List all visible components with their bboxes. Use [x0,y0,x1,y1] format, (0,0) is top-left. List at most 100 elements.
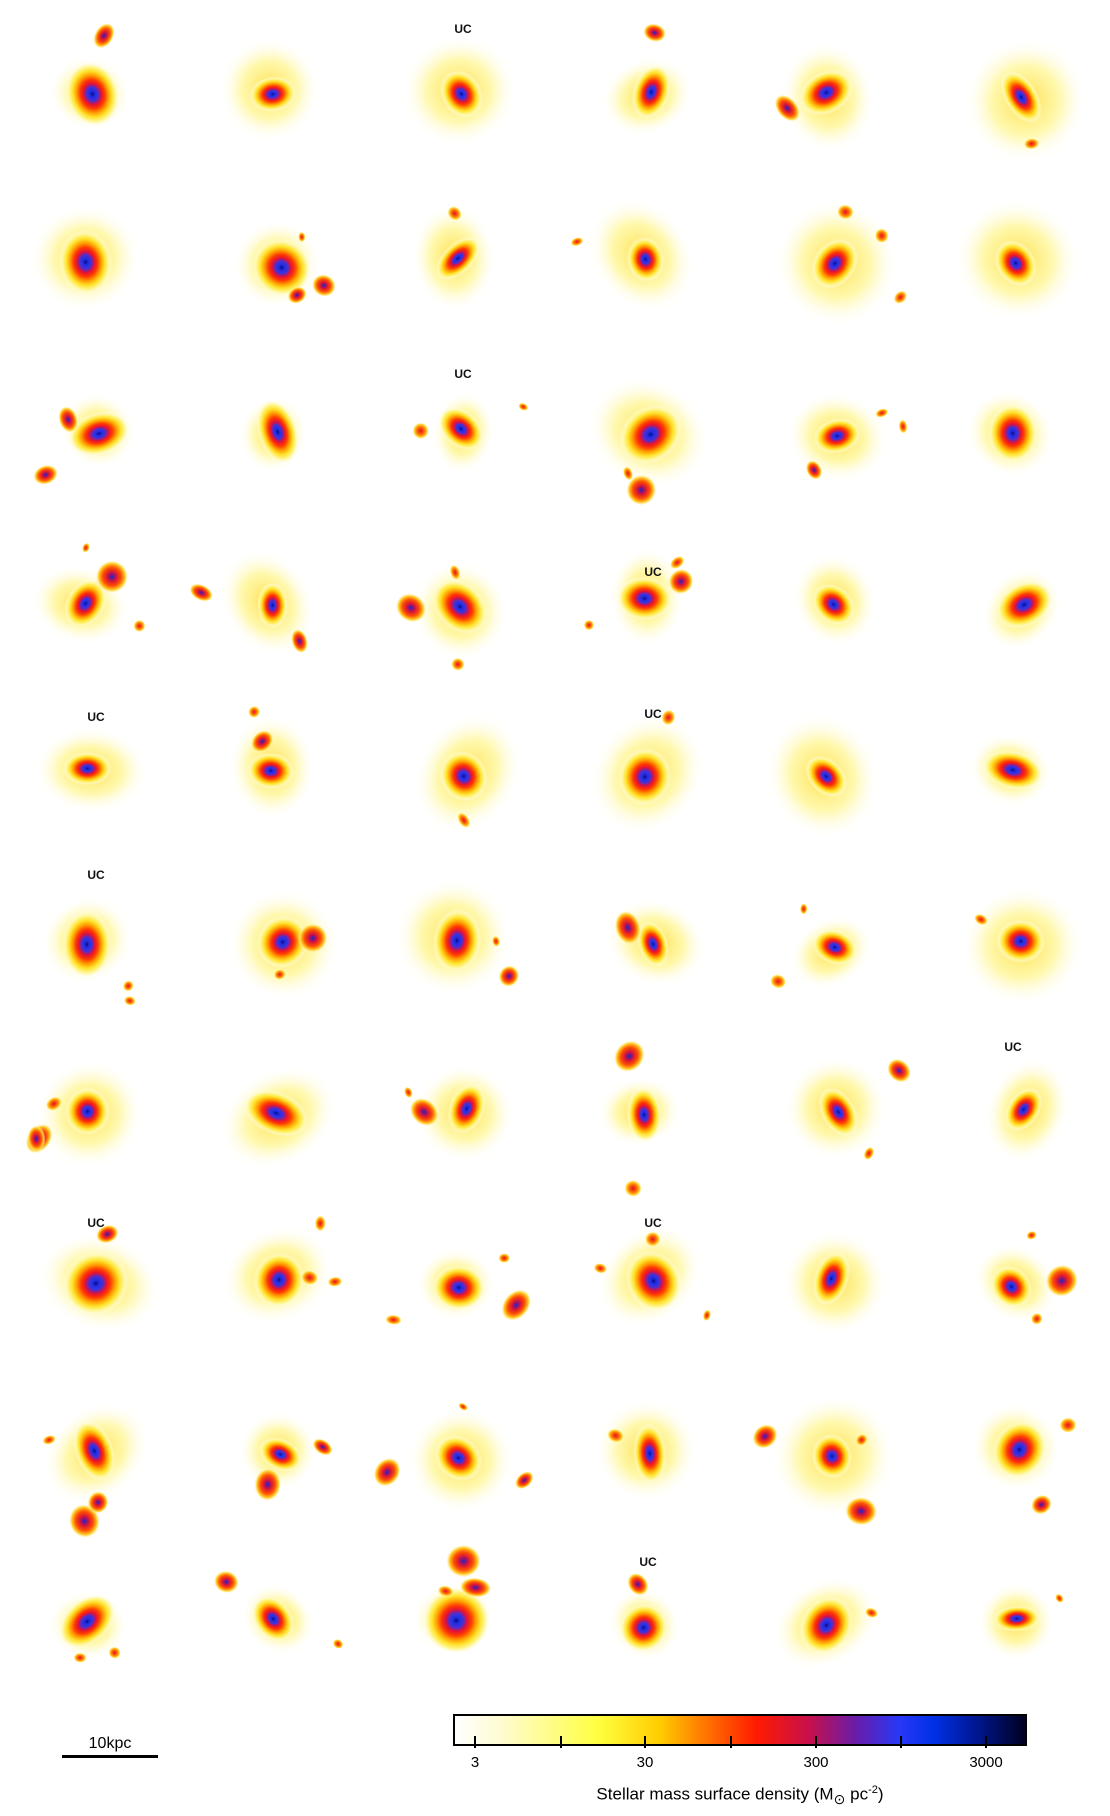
satellite-galaxy [445,1544,482,1578]
satellite-galaxy [92,22,116,49]
satellite-galaxy [607,1428,625,1443]
uc-label: UC [87,710,105,724]
satellite-galaxy [661,709,676,726]
galaxy-core [62,911,112,978]
satellite-galaxy [874,228,889,244]
satellite-galaxy [312,1438,333,1456]
galaxy-core [249,76,297,112]
satellite-galaxy [642,23,667,43]
satellite-galaxy [668,568,694,595]
galaxy-core [1000,71,1042,123]
galaxy-core [440,70,483,118]
satellite-galaxy [297,923,328,954]
satellite-galaxy [1026,1230,1037,1240]
satellite-galaxy [373,1457,401,1487]
galaxy-core [63,752,112,786]
satellite-galaxy [1030,1312,1043,1325]
satellite-galaxy [974,913,988,926]
satellite-galaxy [447,206,462,221]
satellite-galaxy [287,286,307,304]
galaxy-core [799,1596,854,1655]
satellite-galaxy [1030,1494,1052,1515]
satellite-galaxy [449,564,461,581]
satellite-galaxy [613,1039,646,1073]
satellite-galaxy [248,705,261,719]
galaxy-core [991,1265,1032,1308]
galaxy-core [434,1435,482,1481]
satellite-galaxy [855,1433,868,1446]
satellite-galaxy [752,1423,778,1449]
satellite-galaxy [624,1179,642,1198]
satellite-galaxy [395,592,427,623]
satellite-galaxy [457,812,471,829]
satellite-galaxy [58,405,79,434]
scale-bar-label: 10kpc [88,1735,132,1752]
satellite-galaxy [459,1577,492,1598]
satellite-galaxy [409,1097,439,1127]
galaxy-core [618,748,672,806]
satellite-galaxy [123,995,136,1006]
satellite-galaxy [189,583,214,602]
satellite-galaxy [250,730,274,753]
galaxy-core [243,1089,309,1137]
colorbar-title-suffix: ) [877,1784,884,1804]
colorbar-title: Stellar mass surface density (M⊙ pc-2) [453,1784,1027,1808]
galaxy-core [59,229,113,295]
satellite-galaxy [122,980,134,992]
uc-label: UC [454,22,472,36]
colorbar-tick [644,1736,646,1748]
uc-label: UC [639,1555,657,1569]
satellite-galaxy [893,290,908,304]
satellite-galaxy [451,657,465,671]
satellite-galaxy [33,464,59,485]
colorbar-tick [900,1736,902,1748]
galaxy-core [256,915,309,969]
satellite-galaxy [875,408,889,418]
uc-label: UC [87,868,105,882]
uc-label: UC [454,367,472,381]
galaxy-core [619,404,682,465]
colorbar: 3 30 300 3000 [453,1714,1027,1771]
uc-label: UC [644,707,662,721]
galaxy-core [799,69,853,116]
galaxy-core [619,1603,668,1652]
galaxy-core [625,1250,682,1312]
uc-label: UC [87,1216,105,1230]
satellite-galaxy [81,542,90,553]
satellite-galaxy [514,1471,534,1490]
satellite-galaxy [298,231,306,243]
galaxy-core [252,1596,295,1642]
satellite-galaxy [133,619,146,633]
galaxy-core [252,238,311,297]
galaxy-core [447,1083,486,1134]
uc-label: UC [644,565,662,579]
galaxy-core [812,583,855,625]
satellite-galaxy [437,1585,454,1597]
satellite-galaxy [42,1434,56,1445]
galaxy-core [432,909,482,973]
galaxy-core [435,236,480,281]
colorbar-tick [730,1736,732,1748]
galaxy-core [617,576,672,621]
satellite-galaxy [886,1058,912,1083]
colorbar-tick-label: 3000 [969,1754,1003,1771]
galaxy-core [59,1594,116,1649]
satellite-galaxy [300,1270,319,1286]
uc-label: UC [644,1216,662,1230]
satellite-galaxy [1023,138,1040,150]
galaxy-core [256,399,299,464]
scale-bar-line [62,1755,158,1758]
galaxy-core [257,582,288,628]
satellite-galaxy [774,94,801,123]
satellite-galaxy [1055,1593,1064,1603]
satellite-galaxy [583,619,595,631]
colorbar-title-unit: pc [845,1784,869,1804]
galaxy-core [259,1437,302,1472]
satellite-galaxy [95,1224,119,1244]
colorbar-gradient [453,1714,1027,1746]
galaxy-core [637,921,669,967]
galaxy-core [988,404,1038,463]
galaxy-core [813,418,861,454]
satellite-galaxy [385,1314,402,1325]
galaxy-core [996,919,1045,963]
